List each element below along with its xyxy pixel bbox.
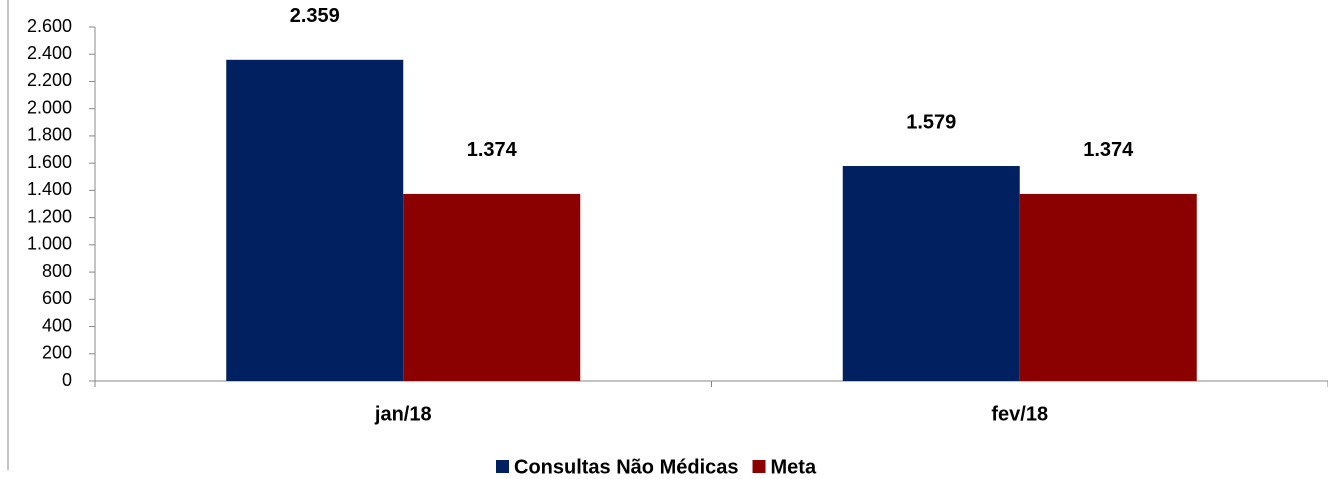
bar [1019, 193, 1197, 381]
y-tick-label: 800 [42, 261, 72, 281]
x-tick-label: fev/18 [991, 403, 1048, 425]
data-label: 1.374 [467, 139, 518, 161]
y-tick-label: 1.600 [27, 152, 72, 172]
legend-label: Consultas Não Médicas [514, 456, 739, 478]
y-tick-label: 1.800 [27, 125, 72, 145]
legend-swatch [752, 460, 766, 473]
y-tick-label: 2.000 [27, 97, 72, 117]
y-tick-label: 600 [42, 288, 72, 308]
legend-swatch [496, 460, 509, 473]
y-tick-label: 0 [62, 370, 72, 390]
y-tick-label: 1.000 [27, 234, 72, 254]
bar [403, 193, 581, 381]
y-tick-label: 200 [42, 343, 72, 363]
legend-label: Meta [771, 456, 817, 478]
data-label: 1.579 [906, 111, 956, 133]
data-label: 1.374 [1083, 139, 1134, 161]
bar [842, 166, 1020, 381]
y-tick-label: 2.600 [27, 16, 72, 36]
y-tick-label: 400 [42, 315, 72, 335]
y-tick-label: 2.400 [27, 43, 72, 63]
data-label: 2.359 [290, 5, 340, 27]
x-tick-label: jan/18 [374, 403, 432, 425]
y-tick-label: 2.200 [27, 70, 72, 90]
bar [226, 59, 404, 381]
y-tick-label: 1.400 [27, 179, 72, 199]
y-tick-label: 1.200 [27, 206, 72, 226]
